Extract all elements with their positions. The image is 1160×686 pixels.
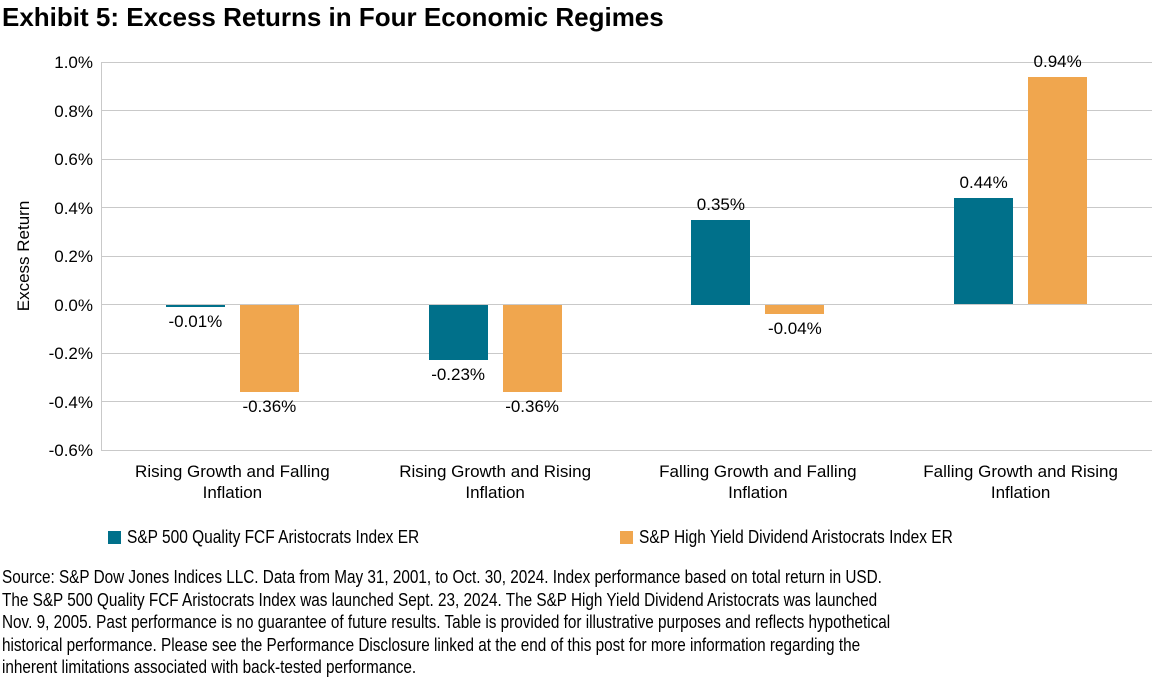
gridline [101,255,1152,257]
bar-quality-fcf-3 [691,219,751,305]
y-axis-line [101,62,102,450]
source-note-line: The S&P 500 Quality FCF Aristocrats Inde… [2,589,878,610]
gridline [101,110,1152,111]
legend-swatch-orange-icon [620,531,633,544]
gridline [101,401,1152,402]
bar-high-yield-4 [1028,76,1088,305]
category-label: Rising Growth and Falling Inflation [135,462,330,502]
source-note-line: Source: S&P Dow Jones Indices LLC. Data … [2,567,882,587]
legend-label-high-yield: S&P High Yield Dividend Aristocrats Inde… [639,527,953,547]
bar-quality-fcf-1 [165,304,225,307]
bar-quality-fcf-4 [954,197,1014,305]
bar-value-label: -0.23% [431,365,486,385]
legend-label-quality-fcf: S&P 500 Quality FCF Aristocrats Index ER [127,527,420,547]
gridline [101,207,1152,208]
chart-title: Exhibit 5: Excess Returns in Four Econom… [2,2,664,32]
y-tick-label: 0.0% [54,295,93,315]
bar-value-label: 0.94% [1033,51,1082,71]
source-note-line: historical performance. Please see the P… [2,634,861,655]
gridline [101,352,1152,354]
legend-swatch-teal-icon [108,531,121,544]
y-tick-label: 0.4% [54,198,93,218]
bar-quality-fcf-2 [428,304,488,361]
source-note-line: inherent limitations associated with bac… [2,657,417,678]
bar-high-yield-2 [502,304,562,392]
y-tick-label: 1.0% [54,53,93,72]
bar-value-label: 0.35% [696,194,745,214]
gridline [101,61,1152,63]
legend-item-quality-fcf: S&P 500 Quality FCF Aristocrats Index ER [108,527,467,548]
category-label: Rising Growth and Rising Inflation [399,462,592,502]
gridline [101,304,1152,305]
legend-item-high-yield: S&P High Yield Dividend Aristocrats Inde… [620,527,1004,548]
bar-value-label: -0.36% [242,396,297,416]
source-note: Source: S&P Dow Jones Indices LLC. Data … [2,566,1047,679]
bar-value-label: 0.44% [959,172,1008,192]
y-tick-label: -0.4% [48,392,93,412]
chart-area: Excess Return 1.0% 0.8% 0.6% 0.4% 0.2% 0.0% -0… [14,51,1152,502]
gridline [101,449,1152,451]
y-tick-label: 0.8% [54,101,93,121]
bar-high-yield-3 [765,304,825,315]
y-tick-label: -0.2% [48,344,93,363]
category-label: Falling Growth and Falling Inflation [659,462,857,502]
gridline [101,158,1152,160]
bar-value-label: -0.01% [168,311,223,331]
y-tick-label: 0.2% [54,247,93,266]
bar-value-label: -0.36% [505,396,560,416]
bar-value-label: -0.04% [767,319,822,339]
bar-high-yield-1 [239,304,299,392]
source-note-line: Nov. 9, 2005. Past performance is no gua… [2,612,891,633]
y-tick-label: -0.6% [48,441,93,460]
category-label: Falling Growth and Rising Inflation [923,462,1118,502]
y-tick-label: 0.6% [54,150,93,169]
